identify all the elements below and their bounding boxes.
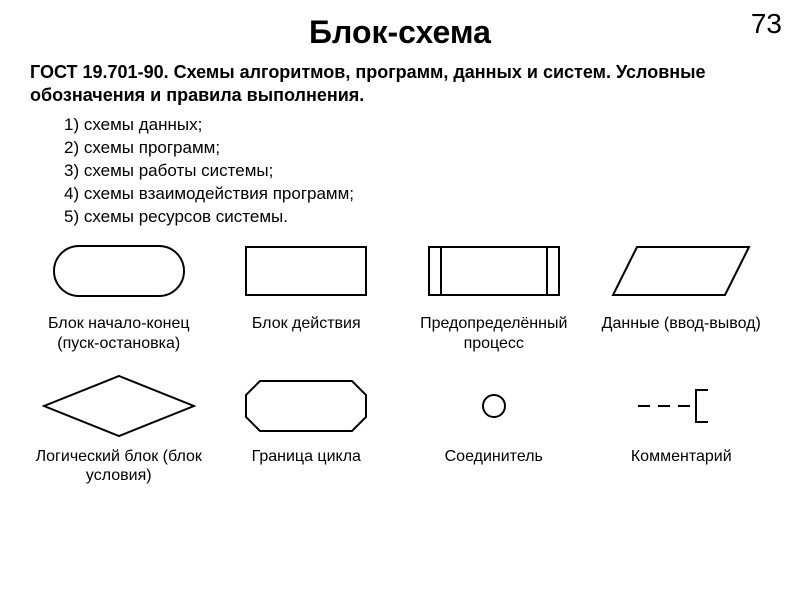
- shape-predefined-process: Предопределённый процесс: [403, 234, 585, 352]
- list-item: 4) схемы взаимодействия программ;: [64, 183, 770, 206]
- process-icon: [244, 245, 368, 297]
- list-item: 1) схемы данных;: [64, 114, 770, 137]
- shape-label: Блок начало-конец (пуск-остановка): [34, 314, 204, 352]
- diamond-icon: [42, 374, 196, 438]
- connector-icon: [481, 393, 507, 419]
- page-title: Блок-схема: [0, 0, 800, 51]
- comment-icon: [636, 386, 726, 426]
- shape-label: Блок действия: [252, 314, 361, 333]
- list-item: 5) схемы ресурсов системы.: [64, 206, 770, 229]
- predefined-process-icon: [427, 245, 561, 297]
- gost-subtitle: ГОСТ 19.701-90. Схемы алгоритмов, програ…: [0, 51, 800, 112]
- shapes-row-1: Блок начало-конец (пуск-остановка) Блок …: [0, 234, 800, 352]
- page-number: 73: [751, 8, 782, 40]
- shape-comment: Комментарий: [591, 371, 773, 485]
- list-item: 3) схемы работы системы;: [64, 160, 770, 183]
- shape-label: Предопределённый процесс: [409, 314, 579, 352]
- list-item: 2) схемы программ;: [64, 137, 770, 160]
- parallelogram-icon: [611, 245, 751, 297]
- schema-list: 1) схемы данных; 2) схемы программ; 3) с…: [0, 112, 800, 235]
- shape-label: Граница цикла: [252, 447, 361, 466]
- loop-limit-icon: [244, 379, 368, 433]
- shape-connector: Соединитель: [403, 371, 585, 485]
- shape-label: Соединитель: [445, 447, 543, 466]
- shapes-row-2: Логический блок (блок условия) Граница ц…: [0, 371, 800, 485]
- shape-process: Блок действия: [216, 234, 398, 352]
- shape-terminator: Блок начало-конец (пуск-остановка): [28, 234, 210, 352]
- shape-label: Логический блок (блок условия): [34, 447, 204, 485]
- terminator-icon: [52, 244, 186, 298]
- shape-decision: Логический блок (блок условия): [28, 371, 210, 485]
- shape-data: Данные (ввод-вывод): [591, 234, 773, 352]
- shape-label: Комментарий: [631, 447, 732, 466]
- shape-loop-limit: Граница цикла: [216, 371, 398, 485]
- shape-label: Данные (ввод-вывод): [602, 314, 761, 333]
